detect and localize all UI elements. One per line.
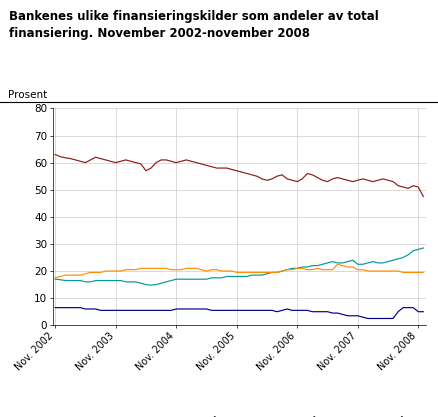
Interbanklån <box>148 283 153 288</box>
Sertifikatlån <box>128 308 133 313</box>
Innskudd <box>259 176 264 181</box>
Legend: Innskudd, Interbanklån, Obligasjonslån, Sertifikatlån: Innskudd, Interbanklån, Obligasjonslån, … <box>63 412 414 417</box>
Sertifikatlån <box>364 316 370 321</box>
Line: Innskudd: Innskudd <box>55 155 422 196</box>
Innskudd <box>385 178 390 183</box>
Obligasjonslån <box>389 269 395 274</box>
Innskudd <box>254 174 259 179</box>
Sertifikatlån <box>259 308 264 313</box>
Innskudd <box>133 160 138 165</box>
Line: Interbanklån: Interbanklån <box>55 248 422 285</box>
Interbanklån <box>53 277 58 282</box>
Interbanklån <box>259 273 264 278</box>
Sertifikatlån <box>53 305 58 310</box>
Interbanklån <box>420 246 425 251</box>
Sertifikatlån <box>254 308 259 313</box>
Sertifikatlån <box>173 306 178 311</box>
Line: Sertifikatlån: Sertifikatlån <box>55 308 422 319</box>
Innskudd <box>53 152 58 157</box>
Obligasjonslån <box>254 270 259 275</box>
Innskudd <box>128 159 133 164</box>
Interbanklån <box>128 279 133 284</box>
Innskudd <box>173 160 178 165</box>
Obligasjonslån <box>420 270 425 275</box>
Obligasjonslån <box>133 267 138 272</box>
Interbanklån <box>178 277 184 282</box>
Text: Prosent: Prosent <box>8 90 47 100</box>
Obligasjonslån <box>128 267 133 272</box>
Sertifikatlån <box>389 316 395 321</box>
Sertifikatlån <box>420 309 425 314</box>
Obligasjonslån <box>334 262 339 267</box>
Obligasjonslån <box>53 275 58 280</box>
Innskudd <box>420 194 425 199</box>
Line: Obligasjonslån: Obligasjonslån <box>55 264 422 278</box>
Interbanklån <box>133 279 138 284</box>
Sertifikatlån <box>133 308 138 313</box>
Text: Bankenes ulike finansieringskilder som andeler av total
finansiering. November 2: Bankenes ulike finansieringskilder som a… <box>9 10 378 40</box>
Obligasjonslån <box>173 267 178 272</box>
Interbanklån <box>264 271 269 276</box>
Obligasjonslån <box>259 270 264 275</box>
Interbanklån <box>389 258 395 263</box>
